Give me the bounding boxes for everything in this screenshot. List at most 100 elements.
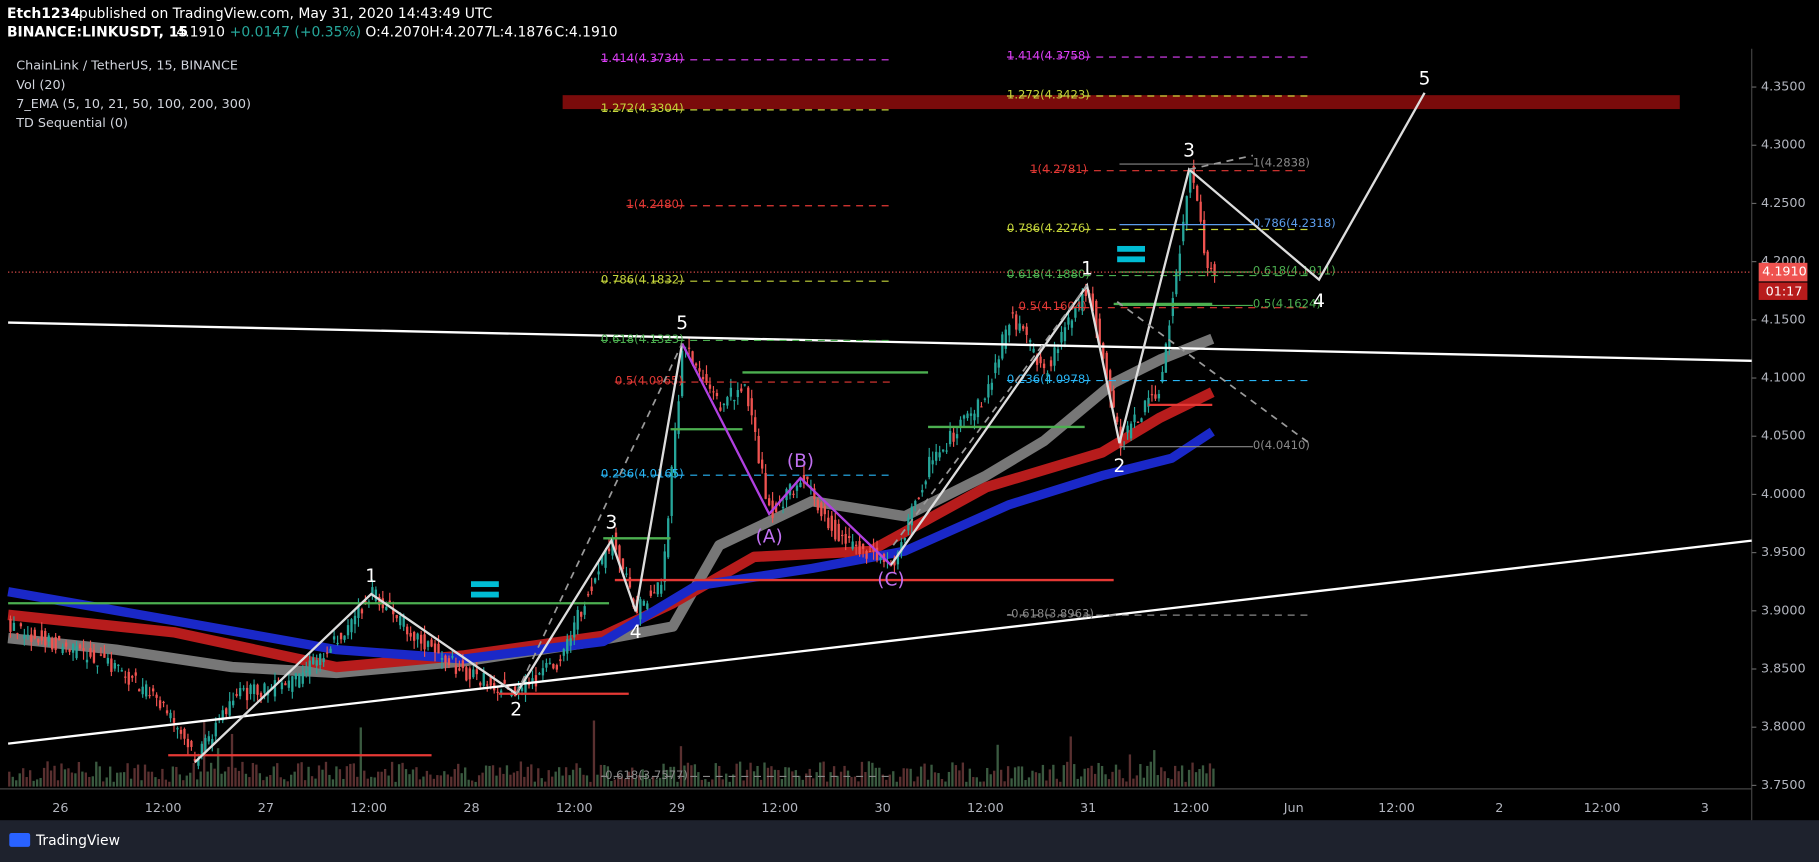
high: H:4.2077	[429, 25, 493, 41]
candle-body	[1157, 393, 1161, 399]
volume-bar	[1010, 778, 1013, 787]
candle-body	[232, 700, 235, 706]
x-tick-label: 12:00	[1378, 801, 1415, 816]
candle-body	[71, 643, 75, 653]
candle-body	[301, 672, 304, 684]
volume-bar	[926, 779, 930, 787]
volume-bar	[338, 769, 342, 787]
volume-bar	[902, 768, 905, 787]
volume-bar	[227, 766, 230, 787]
volume-bar	[46, 761, 49, 787]
candle-body	[451, 656, 454, 658]
candle-body	[221, 710, 224, 721]
candle-body	[1168, 325, 1171, 348]
candle-body	[496, 691, 499, 693]
volume-bar	[683, 765, 686, 787]
volume-bar	[530, 764, 533, 787]
candle-body	[955, 434, 959, 439]
volume-bar	[798, 775, 801, 787]
volume-bar	[1055, 778, 1058, 787]
volume-bar	[582, 774, 585, 787]
volume-bar	[554, 771, 557, 787]
volume-bar	[1111, 771, 1114, 787]
candle-body	[305, 670, 308, 673]
candle-body	[113, 663, 117, 669]
candle-body	[1077, 304, 1081, 307]
volume-bar	[885, 779, 888, 787]
candle-body	[1126, 425, 1129, 433]
candle-body	[1133, 414, 1136, 423]
y-tick-label: 3.9000	[1761, 603, 1806, 618]
candle-body	[75, 646, 78, 659]
volume-bar	[791, 771, 794, 787]
wave-line	[889, 92, 1426, 566]
candle-body	[225, 708, 228, 715]
candle-body	[1039, 356, 1042, 364]
candle-body	[89, 648, 92, 657]
volume-bar	[18, 773, 21, 787]
wave-label: 2	[510, 699, 522, 720]
volume-bar	[244, 773, 248, 787]
volume-bar	[634, 778, 637, 787]
x-tick-label: 28	[463, 801, 479, 816]
candle-body	[9, 618, 12, 632]
candle-body	[430, 639, 433, 647]
footer-logo[interactable]: TradingView	[9, 832, 120, 849]
volume-bar	[133, 768, 136, 787]
volume-bar	[895, 781, 898, 787]
countdown: 01:17	[1766, 284, 1803, 299]
volume-bar	[1038, 773, 1041, 787]
volume-bar	[436, 775, 439, 787]
volume-bar	[645, 773, 648, 787]
volume-bar	[578, 767, 582, 787]
candle-body	[715, 392, 719, 397]
candle-body	[1178, 253, 1181, 275]
volume-bar	[67, 768, 70, 787]
volume-bar	[617, 774, 620, 787]
volume-bar	[801, 779, 804, 787]
candle-body	[691, 351, 694, 365]
candle-body	[1070, 320, 1074, 328]
brand[interactable]: TradingView	[35, 833, 120, 849]
fib-label: 0.618(4.1323)	[601, 332, 684, 346]
candle-body	[151, 688, 155, 692]
candle-body	[197, 758, 200, 766]
volume-bar	[484, 765, 488, 787]
volume-bar	[425, 770, 429, 787]
candle-body	[600, 555, 604, 565]
volume-bar	[42, 767, 46, 787]
candle-body	[242, 688, 245, 690]
candle-body	[1056, 349, 1060, 354]
candle-body	[332, 636, 336, 640]
volume-bar	[505, 765, 509, 787]
volume-bar	[1090, 765, 1093, 787]
candle-body	[534, 675, 538, 687]
candle-body	[729, 387, 733, 397]
volume-bar	[22, 768, 25, 787]
volume-bar	[1194, 772, 1198, 787]
logo-icon	[9, 832, 31, 847]
candle-body	[343, 635, 346, 640]
candle-body	[816, 500, 820, 511]
volume-bar	[676, 781, 679, 787]
volume-bar	[74, 773, 77, 787]
volume-bar	[571, 769, 575, 787]
volume-bar	[56, 780, 60, 787]
volume-bar	[1104, 774, 1107, 787]
legend-item: Vol (20)	[16, 78, 65, 93]
candle-body	[325, 652, 329, 654]
volume-bar	[742, 780, 745, 787]
volume-bar	[279, 777, 282, 787]
candle-body	[1011, 312, 1014, 314]
candle-body	[806, 476, 809, 480]
volume-bar	[1020, 766, 1024, 787]
symbol: BINANCE:LINKUSDT, 15	[7, 25, 188, 41]
candle-body	[639, 599, 642, 620]
candle-body	[440, 657, 444, 660]
volume-bar	[157, 779, 161, 787]
volume-bar	[711, 779, 714, 787]
candle-body	[131, 675, 134, 678]
candle-body	[997, 359, 1000, 368]
volume-bar	[116, 772, 119, 787]
candle-body	[642, 601, 646, 606]
